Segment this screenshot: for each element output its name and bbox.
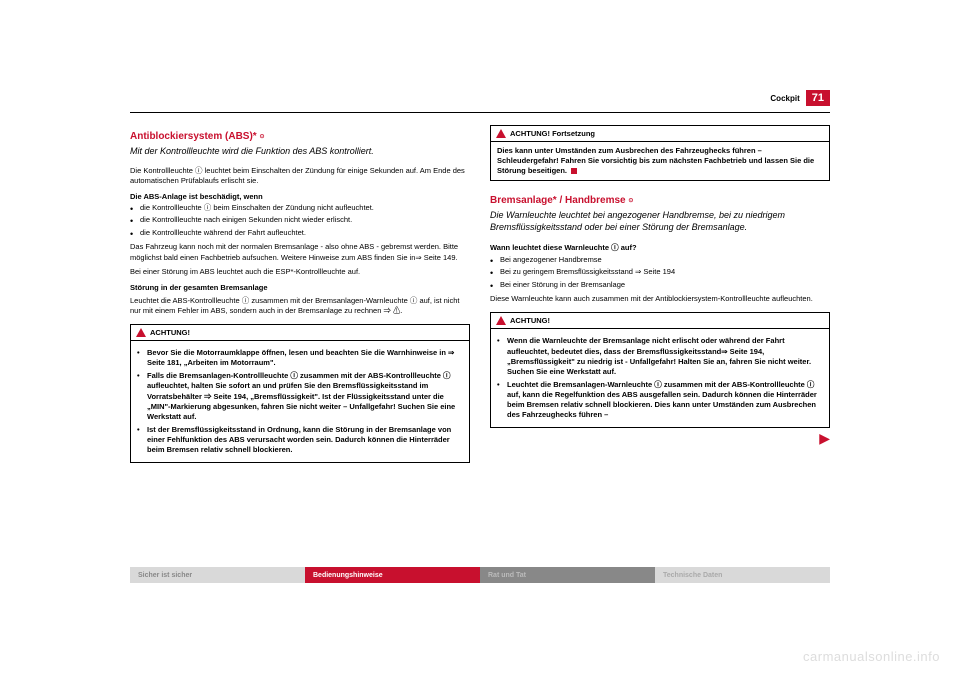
header-rule [130, 112, 830, 113]
abs-damage-list: die Kontrollleuchte ⓘ beim Einschalten d… [130, 203, 470, 239]
warning-triangle-icon [496, 316, 506, 325]
warning-body: Bevor Sie die Motorraumklappe öffnen, le… [131, 341, 469, 462]
page-header: Cockpit 71 [130, 90, 830, 106]
warning-item: Leuchtet die Bremsanlagen-Warnleuchte ⓘ … [497, 380, 823, 421]
warning-cont-text: Dies kann unter Umständen zum Ausbrechen… [497, 146, 814, 175]
list-item: die Kontrollleuchte nach einigen Sekunde… [130, 215, 470, 226]
content-columns: Antiblockiersystem (ABS)* ⊙ Mit der Kont… [130, 125, 830, 471]
continue-arrow-icon: ▶ [819, 434, 830, 442]
left-column: Antiblockiersystem (ABS)* ⊙ Mit der Kont… [130, 125, 470, 471]
abs-indicator-icon: ⊙ [259, 133, 264, 140]
warning-item: Bevor Sie die Motorraumklappe öffnen, le… [137, 348, 463, 368]
warning-item: Falls die Bremsanlagen-Kontrollleuchte ⓘ… [137, 371, 463, 422]
brake-subtitle: Die Warnleuchte leuchtet bei angezogener… [490, 210, 830, 233]
abs-section-title: Antiblockiersystem (ABS)* ⊙ [130, 131, 470, 142]
page-number-badge: 71 [806, 90, 830, 106]
footer-tabs: Sicher ist sicher Bedienungshinweise Rat… [130, 567, 830, 583]
abs-damage-heading: Die ABS-Anlage ist beschädigt, wenn [130, 192, 470, 201]
abs-para2: Das Fahrzeug kann noch mit der normalen … [130, 242, 470, 262]
warning-item: Ist der Bremsflüssigkeitsstand in Ordnun… [137, 425, 463, 455]
end-marker-icon [571, 168, 577, 174]
abs-para4: Leuchtet die ABS-Kontrollleuchte ⓘ zusam… [130, 296, 470, 316]
list-item: die Kontrollleuchte während der Fahrt au… [130, 228, 470, 239]
warning-header: ACHTUNG! [491, 313, 829, 329]
brake-when-list: Bei angezogener Handbremse Bei zu gering… [490, 255, 830, 291]
brake-para2: Diese Warnleuchte kann auch zusammen mit… [490, 294, 830, 304]
warning-header: ACHTUNG! [131, 325, 469, 341]
abs-fault-heading: Störung in der gesamten Bremsanlage [130, 283, 470, 292]
abs-title-text: Antiblockiersystem (ABS)* [130, 131, 259, 142]
abs-subtitle: Mit der Kontrollleuchte wird die Funktio… [130, 146, 470, 158]
warning-title: ACHTUNG! [150, 328, 190, 337]
list-item: Bei zu geringem Bremsflüssigkeitsstand ⇒… [490, 267, 830, 278]
footer-tab: Sicher ist sicher [130, 567, 305, 583]
brake-title-text: Bremsanlage* / Handbremse [490, 195, 628, 206]
list-item: Bei angezogener Handbremse [490, 255, 830, 266]
warning-continuation-box: ACHTUNG! Fortsetzung Dies kann unter Ums… [490, 125, 830, 181]
warning-triangle-icon [496, 129, 506, 138]
warning-cont-title: ACHTUNG! Fortsetzung [510, 129, 595, 138]
list-item: Bei einer Störung in der Bremsanlage [490, 280, 830, 291]
section-label: Cockpit [770, 94, 799, 103]
abs-intro: Die Kontrollleuchte ⓘ leuchtet beim Eins… [130, 166, 470, 186]
warning-triangle-icon [136, 328, 146, 337]
warning-body: Wenn die Warnleuchte der Bremsanlage nic… [491, 329, 829, 427]
footer-tab-active: Bedienungshinweise [305, 567, 480, 583]
brake-indicator-icon: ⊙ [628, 197, 633, 204]
manual-page: Cockpit 71 Antiblockiersystem (ABS)* ⊙ M… [130, 90, 830, 471]
warning-cont-header: ACHTUNG! Fortsetzung [491, 126, 829, 142]
warning-title: ACHTUNG! [510, 316, 550, 325]
list-item: die Kontrollleuchte ⓘ beim Einschalten d… [130, 203, 470, 214]
abs-para3: Bei einer Störung im ABS leuchtet auch d… [130, 267, 470, 277]
warning-item: Wenn die Warnleuchte der Bremsanlage nic… [497, 336, 823, 377]
warning-box-left: ACHTUNG! Bevor Sie die Motorraumklappe ö… [130, 324, 470, 463]
right-column: ACHTUNG! Fortsetzung Dies kann unter Ums… [490, 125, 830, 471]
brake-when-heading: Wann leuchtet diese Warnleuchte ⓘ auf? [490, 242, 830, 253]
warning-box-right: ACHTUNG! Wenn die Warnleuchte der Bremsa… [490, 312, 830, 428]
brake-section-title: Bremsanlage* / Handbremse ⊙ [490, 195, 830, 206]
footer-tab: Rat und Tat [480, 567, 655, 583]
watermark: carmanualsonline.info [803, 649, 940, 664]
footer-tab: Technische Daten [655, 567, 830, 583]
warning-cont-body: Dies kann unter Umständen zum Ausbrechen… [491, 142, 829, 180]
